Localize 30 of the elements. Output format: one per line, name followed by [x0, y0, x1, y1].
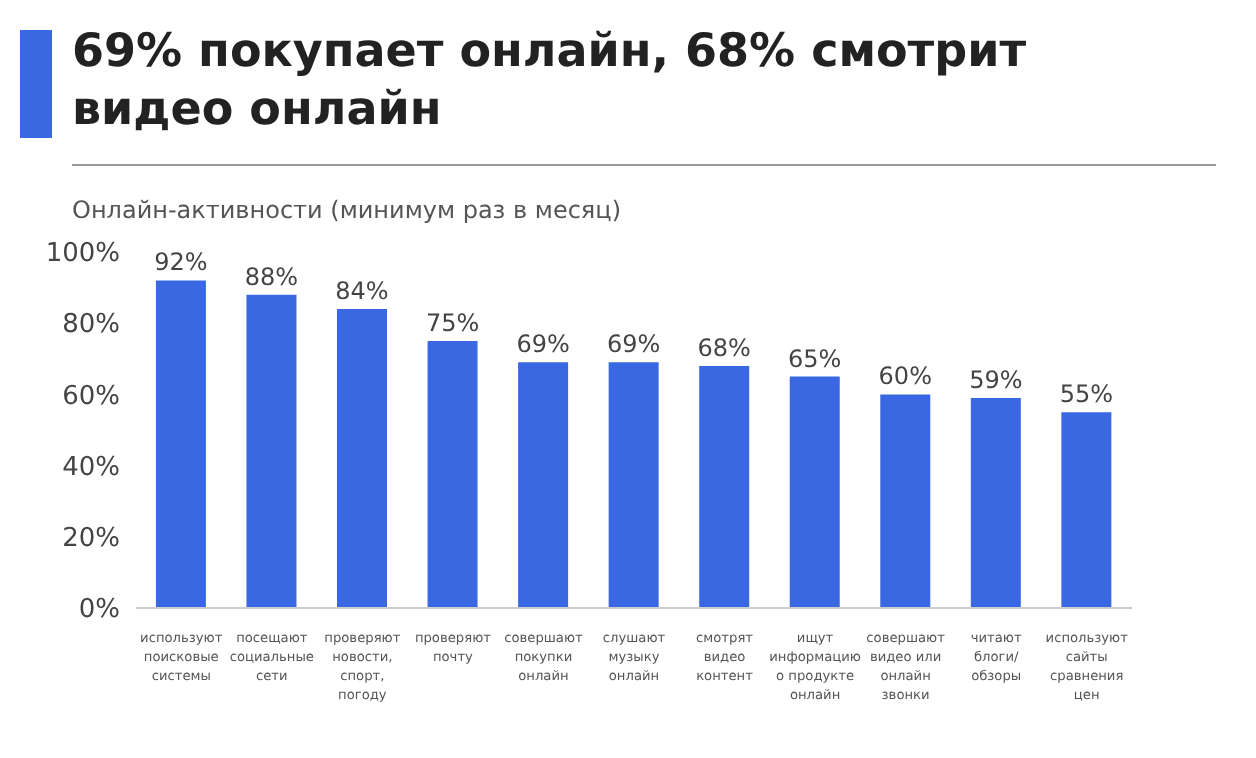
bar — [155, 280, 206, 608]
bar — [427, 341, 478, 608]
data-label: 65% — [788, 344, 842, 373]
bar — [699, 365, 750, 608]
data-label: 84% — [335, 276, 389, 305]
data-label: 69% — [516, 330, 570, 359]
bar — [337, 308, 388, 608]
data-label: 68% — [697, 333, 751, 362]
y-tick-label: 0% — [78, 595, 120, 626]
bar — [246, 294, 297, 608]
bar — [789, 376, 840, 608]
y-tick-label: 60% — [62, 381, 120, 412]
data-label: 92% — [154, 248, 208, 277]
data-label: 59% — [969, 365, 1023, 394]
y-tick-label: 100% — [45, 239, 120, 270]
chart-subtitle: Онлайн-активности (минимум раз в месяц) — [72, 196, 621, 224]
bar — [970, 397, 1021, 608]
bar — [1061, 412, 1112, 608]
y-tick-label: 40% — [62, 452, 120, 483]
y-tick-label: 20% — [62, 524, 120, 555]
bar — [518, 362, 569, 608]
y-tick-label: 80% — [62, 310, 120, 341]
data-label: 88% — [244, 262, 299, 291]
data-label: 55% — [1059, 380, 1114, 409]
data-label: 60% — [878, 362, 932, 391]
data-label: 75% — [425, 309, 480, 337]
data-label: 69% — [606, 330, 661, 359]
bar — [880, 394, 931, 608]
bar — [608, 362, 659, 608]
chart-title: 69% покупает онлайн, 68% смотрит видео онлайн — [72, 24, 1029, 140]
